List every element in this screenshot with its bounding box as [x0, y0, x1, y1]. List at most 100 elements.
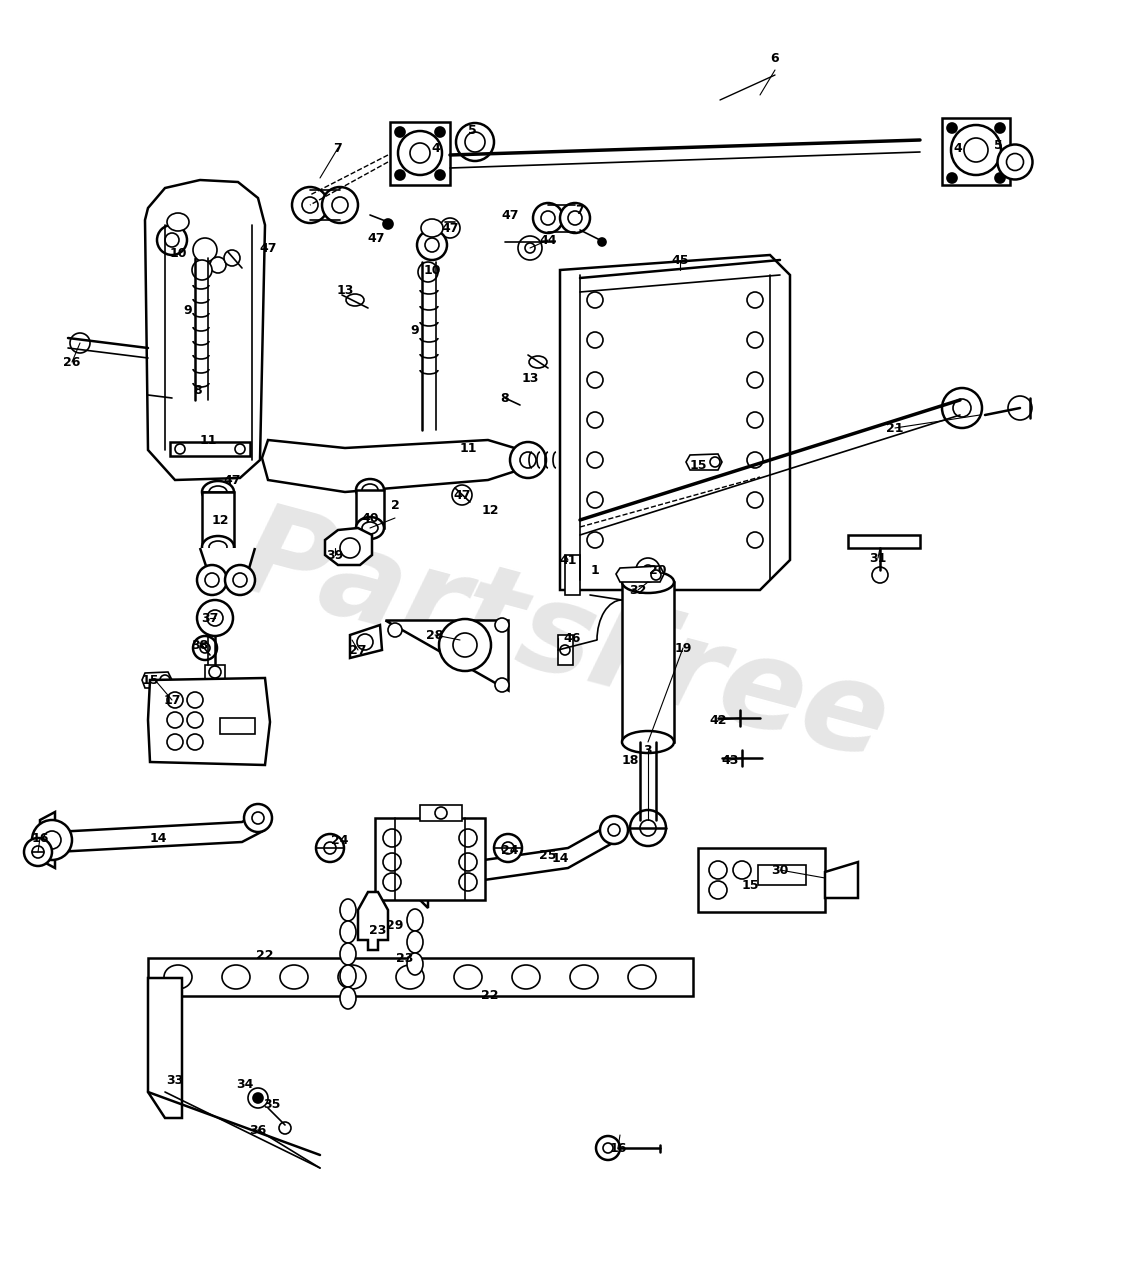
Ellipse shape — [570, 965, 598, 989]
Polygon shape — [350, 625, 382, 658]
Text: 9: 9 — [410, 324, 419, 337]
Circle shape — [747, 492, 763, 508]
Circle shape — [747, 372, 763, 388]
Circle shape — [383, 873, 401, 891]
Ellipse shape — [512, 965, 540, 989]
Ellipse shape — [407, 954, 423, 975]
Text: 32: 32 — [629, 584, 647, 596]
Text: 30: 30 — [771, 864, 789, 877]
Polygon shape — [375, 818, 485, 900]
Polygon shape — [148, 978, 181, 1117]
Circle shape — [518, 236, 542, 260]
Circle shape — [167, 733, 183, 750]
Ellipse shape — [421, 219, 443, 237]
Text: 41: 41 — [559, 553, 577, 567]
Circle shape — [224, 250, 240, 266]
Circle shape — [459, 873, 477, 891]
Circle shape — [24, 838, 52, 867]
Circle shape — [947, 173, 957, 183]
Polygon shape — [736, 877, 772, 893]
Text: 46: 46 — [564, 631, 580, 645]
Circle shape — [160, 675, 170, 685]
Ellipse shape — [356, 479, 384, 500]
Bar — [758, 865, 806, 884]
Ellipse shape — [396, 965, 424, 989]
Text: 24: 24 — [331, 833, 348, 846]
Circle shape — [596, 1137, 620, 1160]
Text: 12: 12 — [481, 503, 499, 517]
Circle shape — [587, 412, 603, 428]
Circle shape — [710, 457, 720, 467]
Circle shape — [199, 643, 210, 653]
Text: 1: 1 — [591, 563, 600, 576]
Circle shape — [942, 388, 982, 428]
Text: 15: 15 — [690, 458, 707, 471]
Text: 23: 23 — [397, 951, 414, 965]
Text: 18: 18 — [621, 754, 639, 767]
Ellipse shape — [202, 536, 234, 558]
Circle shape — [587, 532, 603, 548]
Circle shape — [383, 852, 401, 870]
Ellipse shape — [628, 965, 656, 989]
Circle shape — [872, 567, 888, 582]
Polygon shape — [825, 861, 858, 899]
Circle shape — [435, 170, 445, 180]
Ellipse shape — [340, 943, 356, 965]
Circle shape — [252, 812, 264, 824]
Circle shape — [32, 820, 72, 860]
Text: 25: 25 — [539, 849, 557, 861]
Circle shape — [435, 806, 447, 819]
Ellipse shape — [456, 123, 494, 161]
Text: 5: 5 — [468, 123, 477, 137]
Circle shape — [947, 123, 957, 133]
Circle shape — [302, 197, 318, 212]
Text: 10: 10 — [424, 264, 441, 276]
Text: 9: 9 — [184, 303, 193, 316]
Circle shape — [32, 846, 44, 858]
Circle shape — [279, 1123, 291, 1134]
Ellipse shape — [208, 541, 227, 553]
Text: 20: 20 — [649, 563, 667, 576]
Circle shape — [607, 824, 620, 836]
Circle shape — [225, 564, 255, 595]
Circle shape — [410, 143, 431, 163]
Ellipse shape — [997, 145, 1032, 179]
Bar — [356, 490, 384, 529]
Ellipse shape — [407, 931, 423, 954]
Circle shape — [414, 870, 431, 886]
Bar — [202, 492, 234, 547]
Ellipse shape — [167, 212, 189, 230]
Text: 21: 21 — [886, 421, 904, 434]
Ellipse shape — [356, 517, 384, 539]
Ellipse shape — [208, 486, 227, 498]
Text: 6: 6 — [771, 51, 779, 64]
Text: 24: 24 — [502, 844, 518, 856]
Ellipse shape — [340, 965, 356, 987]
Circle shape — [568, 211, 582, 225]
Text: 22: 22 — [481, 988, 499, 1001]
Bar — [420, 805, 462, 820]
Circle shape — [495, 678, 509, 692]
Polygon shape — [560, 255, 790, 590]
Circle shape — [747, 452, 763, 468]
Circle shape — [383, 829, 401, 847]
Circle shape — [760, 881, 770, 890]
Circle shape — [340, 538, 360, 558]
Circle shape — [157, 225, 187, 255]
Text: 4: 4 — [953, 142, 962, 155]
Circle shape — [598, 238, 606, 246]
Circle shape — [964, 138, 988, 163]
Text: 16: 16 — [32, 832, 48, 845]
Text: 8: 8 — [194, 384, 203, 397]
Text: 36: 36 — [249, 1124, 267, 1137]
Text: 47: 47 — [502, 209, 518, 221]
Circle shape — [207, 611, 223, 626]
Text: 22: 22 — [256, 948, 274, 961]
Circle shape — [165, 233, 179, 247]
Text: 10: 10 — [169, 247, 187, 260]
Polygon shape — [199, 548, 255, 579]
Bar — [558, 635, 573, 666]
Bar — [170, 442, 250, 456]
Polygon shape — [942, 118, 1010, 186]
Polygon shape — [358, 892, 388, 950]
